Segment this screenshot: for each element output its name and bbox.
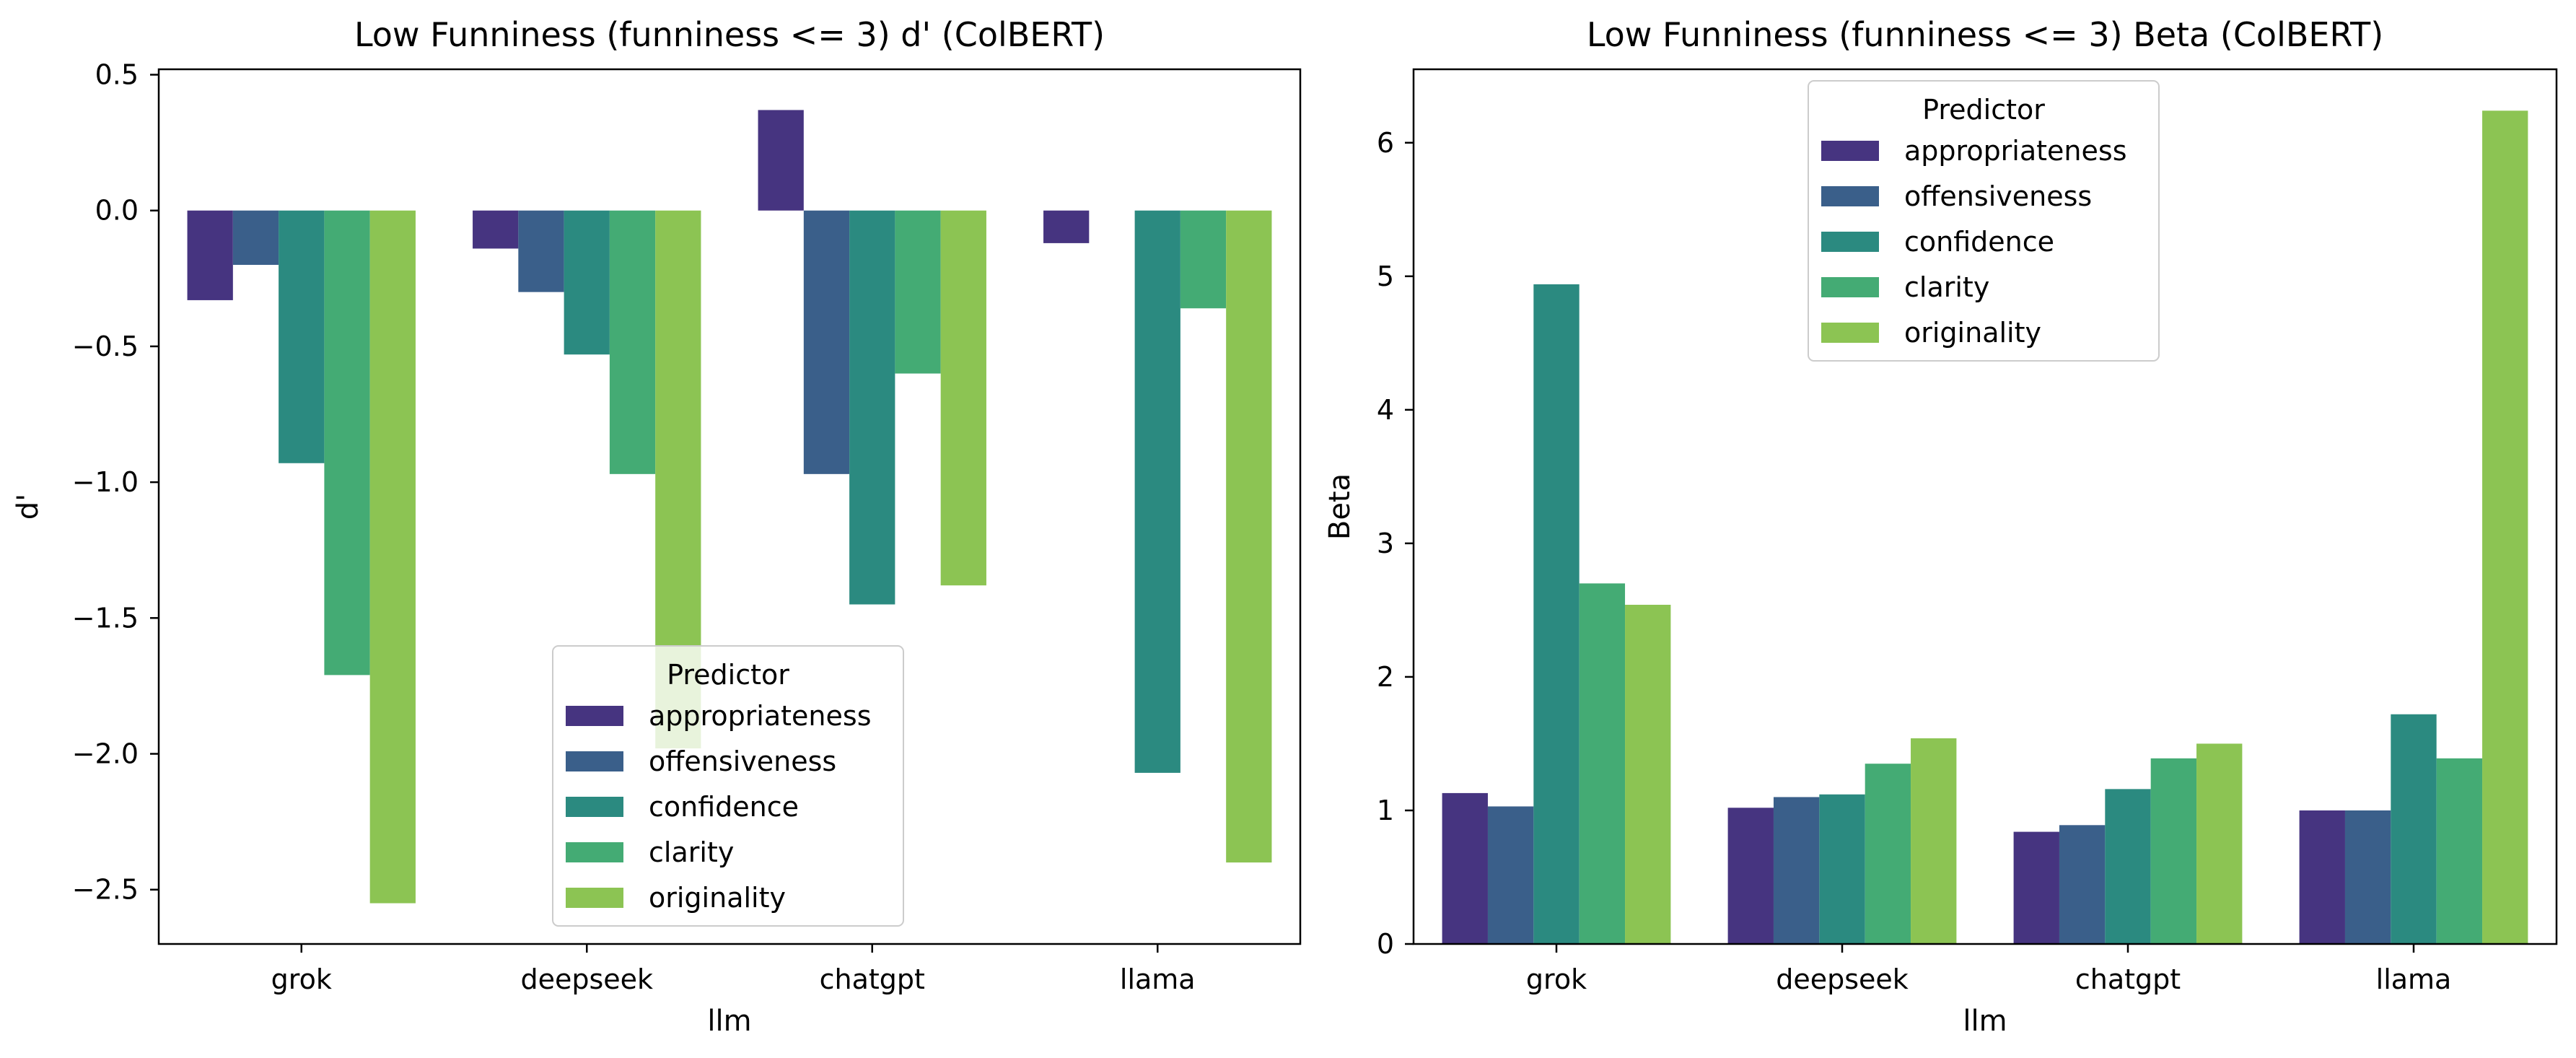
y-tick-label: 3 (1377, 528, 1394, 559)
axes-frame (157, 68, 1302, 945)
legend-swatch-confidence (1821, 232, 1879, 252)
y-tick-label: 4 (1377, 394, 1394, 426)
bar-clarity-grok (1579, 583, 1626, 944)
y-tick-label: 2 (1377, 661, 1394, 693)
bar-appropriateness-llama (2299, 810, 2345, 944)
y-tick-label: 0 (1377, 928, 1394, 960)
bar-confidence-chatgpt (849, 210, 895, 605)
bar-appropriateness-llama (1043, 210, 1090, 243)
y-tick-label: 1 (1377, 795, 1394, 826)
x-tick-label: grok (1526, 963, 1587, 995)
bar-confidence-deepseek (1819, 794, 1865, 944)
legend-label-confidence: confidence (649, 791, 799, 823)
bar-confidence-grok (1533, 284, 1580, 944)
legend-label-clarity: clarity (1904, 271, 1989, 303)
legend: Predictor appropriateness offensiveness con… (552, 645, 904, 927)
legend-title: Predictor (1922, 94, 2045, 126)
x-tick-label: deepseek (520, 963, 653, 995)
y-tick-label: −2.0 (72, 738, 139, 770)
legend-swatch-originality (566, 888, 623, 908)
legend-label-clarity: clarity (649, 836, 734, 868)
legend-box (1808, 80, 2160, 362)
bar-offensiveness-grok (1487, 806, 1534, 944)
bar-clarity-llama (1180, 210, 1227, 309)
x-tick-label: grok (271, 963, 332, 995)
bar-confidence-llama (1134, 210, 1180, 773)
bar-offensiveness-llama (2344, 810, 2391, 944)
chart-title: Low Funniness (funniness <= 3) Beta (Col… (1587, 15, 2383, 54)
y-axis-label: Beta (1323, 473, 1357, 540)
legend-label-appropriateness: appropriateness (1904, 135, 2127, 167)
legend-label-offensiveness: offensiveness (649, 746, 836, 777)
y-tick-label: −1.5 (72, 602, 139, 634)
bar-confidence-llama (2391, 714, 2437, 944)
legend-label-confidence: confidence (1904, 226, 2054, 258)
bar-offensiveness-chatgpt (803, 210, 850, 474)
bar-offensiveness-grok (232, 210, 279, 266)
bar-appropriateness-chatgpt (2013, 831, 2059, 944)
legend-label-appropriateness: appropriateness (649, 700, 872, 732)
y-tick-label: −2.5 (72, 874, 139, 906)
bar-clarity-llama (2436, 758, 2483, 944)
bar-clarity-chatgpt (2150, 758, 2197, 944)
bar-clarity-deepseek (609, 210, 656, 474)
legend-swatch-confidence (566, 797, 623, 817)
bar-appropriateness-chatgpt (758, 110, 804, 211)
y-tick-label: −1.0 (72, 466, 139, 498)
bar-offensiveness-deepseek (518, 210, 564, 292)
y-tick-label: 0.0 (95, 195, 139, 227)
bar-appropriateness-grok (1442, 792, 1488, 944)
bar-originality-grok (369, 210, 416, 904)
legend-swatch-offensiveness (566, 751, 623, 771)
x-tick-label: deepseek (1776, 963, 1909, 995)
x-axis-label: llm (707, 1005, 751, 1038)
legend-label-offensiveness: offensiveness (1904, 180, 2092, 212)
bar-originality-deepseek (1911, 738, 1957, 944)
bar-offensiveness-chatgpt (2059, 825, 2106, 944)
bar-originality-llama (2482, 110, 2528, 945)
bar-confidence-chatgpt (2105, 789, 2151, 944)
bar-appropriateness-deepseek (473, 210, 519, 249)
legend-swatch-offensiveness (1821, 186, 1879, 206)
bar-offensiveness-deepseek (1773, 797, 1820, 944)
x-tick-label: llama (2376, 963, 2452, 995)
axes-frame (1412, 68, 2558, 945)
y-tick-label: −0.5 (72, 331, 139, 362)
y-tick-label: 0.5 (95, 59, 139, 91)
x-axis-label: llm (1963, 1005, 2007, 1038)
bar-confidence-deepseek (564, 210, 610, 355)
legend-swatch-clarity (566, 842, 623, 862)
legend-box (552, 645, 904, 927)
bar-clarity-deepseek (1865, 764, 1911, 944)
bar-originality-chatgpt (2196, 743, 2243, 944)
bar-clarity-grok (324, 210, 370, 676)
y-tick-label: 6 (1377, 127, 1394, 159)
x-tick-label: chatgpt (2075, 963, 2181, 995)
legend-title: Predictor (667, 659, 789, 691)
bar-appropriateness-deepseek (1727, 808, 1774, 944)
x-tick-label: llama (1120, 963, 1196, 995)
legend-swatch-clarity (1821, 277, 1879, 297)
legend-label-originality: originality (649, 882, 786, 914)
y-tick-label: 5 (1377, 261, 1394, 292)
y-axis-label: d' (12, 494, 45, 520)
legend-swatch-originality (1821, 323, 1879, 343)
dprime-chart-panel: Low Funniness (funniness <= 3) d' (ColBE… (12, 15, 1302, 1038)
bar-originality-chatgpt (940, 210, 986, 586)
bar-clarity-chatgpt (895, 210, 941, 374)
legend: Predictor appropriateness offensiveness con… (1808, 80, 2160, 362)
bar-originality-grok (1625, 605, 1671, 944)
legend-swatch-appropriateness (1821, 141, 1879, 161)
chart-title: Low Funniness (funniness <= 3) d' (ColBE… (354, 15, 1105, 54)
bar-appropriateness-grok (187, 210, 233, 300)
x-tick-label: chatgpt (820, 963, 925, 995)
legend-swatch-appropriateness (566, 706, 623, 726)
bar-confidence-grok (279, 210, 325, 463)
bar-originality-llama (1226, 210, 1272, 863)
legend-label-originality: originality (1904, 317, 2041, 349)
beta-chart-panel: Low Funniness (funniness <= 3) Beta (Col… (1323, 15, 2558, 1038)
